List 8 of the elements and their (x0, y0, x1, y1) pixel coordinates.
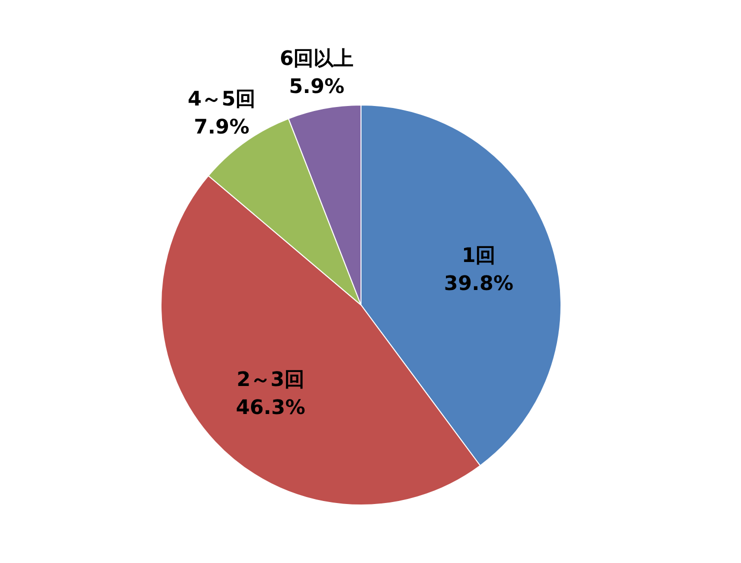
data-label: 7.9% (194, 114, 250, 139)
slice-label: 1回 (462, 243, 496, 268)
slice-label: 6回以上 (280, 46, 354, 70)
slice-label: 4～5回 (188, 86, 256, 111)
slice-label: 2～3回 (236, 366, 304, 391)
data-label: 5.9% (288, 74, 344, 98)
data-label: 46.3% (236, 394, 306, 419)
data-label: 39.8% (444, 271, 514, 296)
